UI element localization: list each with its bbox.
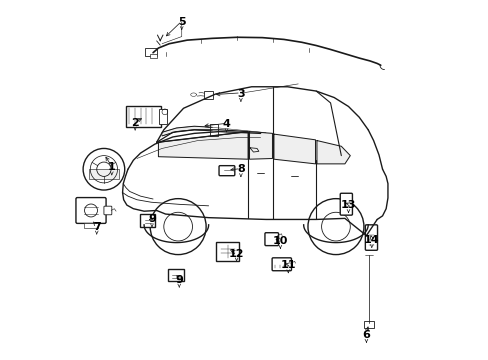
- FancyBboxPatch shape: [159, 109, 166, 125]
- Text: 6: 6: [362, 330, 369, 340]
- Text: 11: 11: [280, 260, 295, 270]
- FancyBboxPatch shape: [264, 233, 278, 246]
- FancyBboxPatch shape: [144, 48, 157, 56]
- Text: 10: 10: [272, 236, 287, 246]
- FancyBboxPatch shape: [363, 321, 373, 328]
- Text: 4: 4: [222, 120, 230, 129]
- FancyBboxPatch shape: [203, 91, 212, 99]
- Text: 3: 3: [237, 89, 244, 99]
- Polygon shape: [316, 140, 349, 164]
- Polygon shape: [249, 132, 272, 159]
- FancyBboxPatch shape: [126, 106, 160, 127]
- Text: 9: 9: [175, 275, 183, 285]
- FancyBboxPatch shape: [216, 242, 239, 261]
- FancyBboxPatch shape: [89, 168, 119, 179]
- FancyBboxPatch shape: [76, 198, 106, 224]
- Polygon shape: [158, 132, 247, 159]
- FancyBboxPatch shape: [365, 225, 377, 250]
- FancyBboxPatch shape: [140, 215, 155, 227]
- FancyBboxPatch shape: [219, 166, 234, 176]
- FancyBboxPatch shape: [150, 54, 157, 58]
- Polygon shape: [273, 134, 315, 164]
- FancyBboxPatch shape: [167, 269, 183, 282]
- FancyBboxPatch shape: [340, 193, 352, 215]
- Text: 13: 13: [340, 200, 355, 210]
- Text: 8: 8: [237, 164, 244, 174]
- FancyBboxPatch shape: [271, 258, 291, 271]
- Text: 7: 7: [93, 222, 101, 231]
- FancyBboxPatch shape: [104, 206, 112, 215]
- Text: 1: 1: [108, 162, 116, 172]
- Text: 14: 14: [363, 235, 379, 245]
- Text: 2: 2: [131, 118, 139, 128]
- FancyBboxPatch shape: [84, 223, 98, 228]
- Polygon shape: [162, 126, 212, 136]
- Text: 12: 12: [228, 248, 244, 258]
- Text: 9: 9: [148, 215, 156, 224]
- Text: 5: 5: [178, 17, 185, 27]
- FancyBboxPatch shape: [209, 125, 217, 136]
